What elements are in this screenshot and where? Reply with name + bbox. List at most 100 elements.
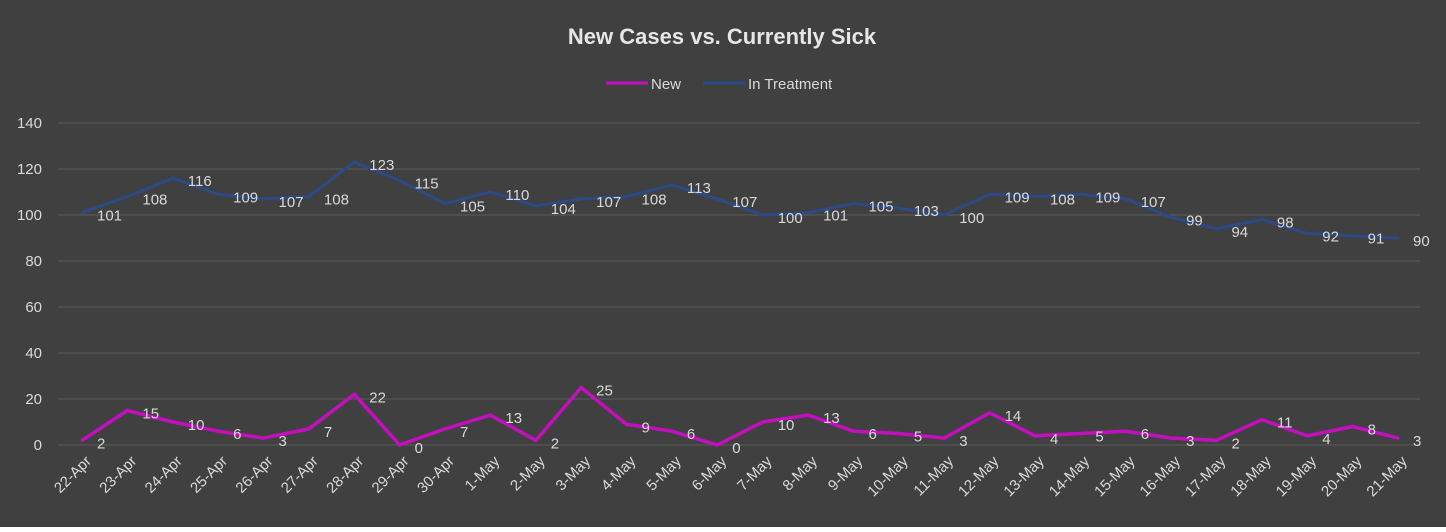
legend-label-in-treatment: In Treatment	[748, 76, 833, 93]
point-new	[262, 436, 266, 440]
point-new	[398, 443, 402, 447]
data-label-in-treatment: 105	[460, 199, 485, 216]
data-label-new: 10	[188, 417, 205, 434]
y-tick-label: 20	[25, 391, 42, 408]
point-new	[670, 429, 674, 433]
data-label-new: 13	[505, 410, 522, 427]
data-label-in-treatment: 108	[142, 192, 167, 209]
data-label-in-treatment: 103	[914, 203, 939, 220]
data-label-in-treatment: 109	[233, 189, 258, 206]
data-label-new: 11	[1277, 415, 1293, 432]
data-label-in-treatment: 109	[1095, 189, 1120, 206]
data-label-new: 3	[959, 433, 967, 450]
legend-label-new: New	[651, 76, 681, 93]
data-label-in-treatment: 115	[415, 176, 439, 193]
legend: New In Treatment	[606, 76, 833, 93]
point-in-treatment	[1260, 218, 1264, 222]
point-new	[897, 432, 901, 435]
data-label-in-treatment: 110	[505, 187, 529, 204]
point-new	[625, 422, 629, 426]
point-in-treatment	[443, 202, 447, 205]
point-in-treatment	[352, 160, 356, 164]
y-tick-label: 40	[25, 345, 42, 362]
data-label-new: 25	[596, 383, 613, 400]
point-in-treatment	[579, 197, 583, 201]
point-in-treatment	[1396, 236, 1400, 240]
point-new	[534, 438, 538, 442]
data-label-in-treatment: 107	[596, 194, 621, 211]
point-new	[80, 438, 84, 442]
point-new	[216, 429, 220, 433]
point-in-treatment	[216, 192, 220, 196]
data-label-new: 4	[1050, 431, 1058, 448]
data-label-in-treatment: 113	[687, 180, 711, 197]
data-label-new: 0	[415, 440, 423, 457]
data-label-in-treatment: 101	[823, 208, 848, 225]
series-line-in-treatment	[81, 160, 1399, 240]
point-in-treatment	[625, 195, 629, 199]
data-label-new: 15	[142, 406, 159, 423]
point-in-treatment	[262, 197, 266, 201]
data-label-new: 6	[233, 426, 241, 443]
y-tick-label: 100	[17, 207, 42, 224]
point-in-treatment	[171, 176, 175, 180]
data-label-new: 6	[868, 426, 876, 443]
point-in-treatment	[1033, 195, 1037, 199]
point-new	[488, 413, 492, 417]
data-label-in-treatment: 107	[732, 194, 757, 211]
data-label-new: 2	[97, 435, 105, 452]
point-in-treatment	[125, 195, 129, 199]
data-label-new: 7	[324, 424, 332, 441]
data-label-in-treatment: 108	[324, 192, 349, 209]
data-label-in-treatment: 108	[642, 192, 667, 209]
point-in-treatment	[942, 213, 946, 217]
point-in-treatment	[534, 204, 538, 208]
point-in-treatment	[1214, 227, 1218, 231]
data-label-new: 2	[1231, 435, 1239, 452]
data-label-in-treatment: 109	[1005, 189, 1030, 206]
y-axis-ticks: 0 20 40 60 80 100 120 140	[17, 115, 42, 454]
data-label-in-treatment: 101	[97, 208, 122, 225]
point-new	[579, 386, 583, 389]
point-in-treatment	[851, 202, 855, 205]
point-new	[307, 427, 311, 431]
data-label-in-treatment: 108	[1050, 192, 1075, 209]
data-label-new: 13	[823, 410, 840, 427]
point-in-treatment	[806, 211, 810, 215]
data-label-new: 8	[1368, 422, 1376, 439]
data-labels: 2 15 10 6 3 7 22 0 7 13 2 25 9 6 0 10 13 6 5 3 14 4 5 6 3 2 11 4 8 3 1…	[97, 157, 1430, 457]
point-new	[715, 443, 719, 447]
point-new	[1124, 429, 1128, 433]
point-new	[443, 427, 447, 431]
point-new	[1305, 434, 1309, 438]
point-in-treatment	[897, 206, 901, 210]
point-in-treatment	[307, 195, 311, 199]
y-tick-label: 60	[25, 299, 42, 316]
gridlines	[58, 122, 1420, 446]
data-label-in-treatment: 105	[868, 199, 893, 216]
data-label-in-treatment: 104	[551, 201, 576, 218]
data-label-new: 3	[1413, 433, 1421, 450]
data-label-in-treatment: 107	[1141, 194, 1166, 211]
data-label-new: 14	[1005, 408, 1022, 425]
data-label-new: 7	[460, 424, 468, 441]
data-label-in-treatment: 90	[1413, 233, 1430, 250]
data-label-in-treatment: 116	[188, 173, 212, 190]
point-new	[1169, 436, 1173, 440]
data-label-in-treatment: 99	[1186, 212, 1203, 229]
point-in-treatment	[1351, 234, 1355, 238]
point-new	[352, 392, 356, 396]
data-label-new: 6	[687, 426, 695, 443]
point-new	[851, 429, 855, 433]
point-in-treatment	[398, 179, 402, 182]
data-label-in-treatment: 123	[369, 157, 394, 174]
point-new	[761, 420, 765, 424]
y-tick-label: 120	[17, 161, 42, 178]
y-tick-label: 80	[25, 253, 42, 270]
point-in-treatment	[670, 183, 674, 187]
data-label-new: 10	[778, 417, 795, 434]
data-label-new: 5	[1095, 429, 1103, 446]
series-lines	[80, 160, 1400, 448]
